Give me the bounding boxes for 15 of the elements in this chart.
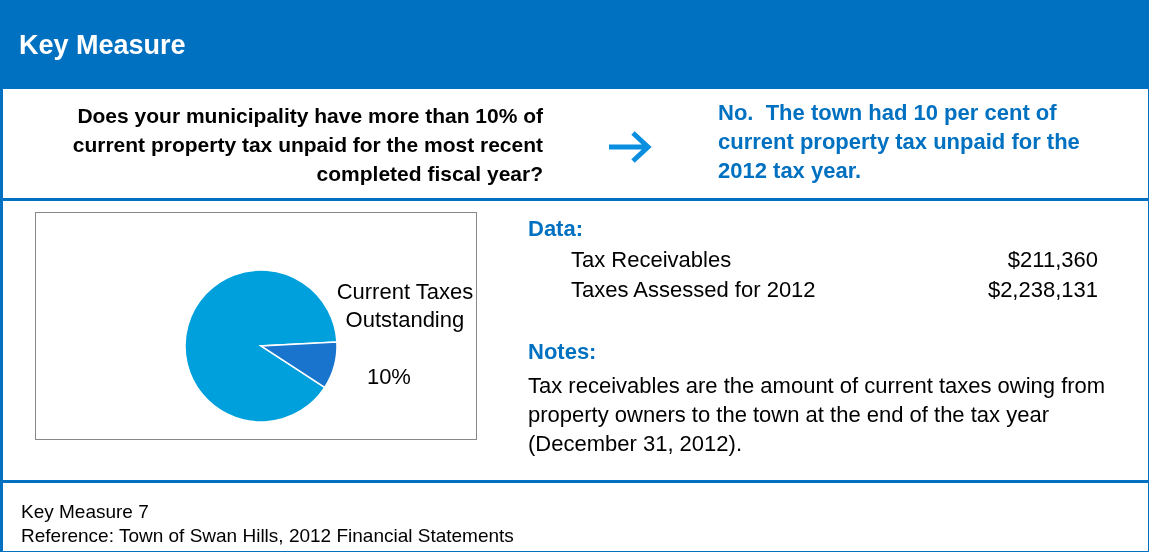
text: Taxes Assessed for 2012 xyxy=(571,277,816,303)
text: Reference: Town of Swan Hills, 2012 Financial Statements xyxy=(21,525,514,547)
text: $211,360 xyxy=(1006,247,1098,273)
text: Key Measure 7 xyxy=(21,501,149,523)
data-label: 10% xyxy=(366,364,411,390)
slice-label: Current Taxes Outstanding xyxy=(336,279,474,333)
text: $2,238,131 xyxy=(986,277,1098,303)
text: Tax Receivables xyxy=(571,247,732,273)
text: Tax receivables are the amount of current taxes owing from property owners to the town at the end of the tax year (December 31, 2012). xyxy=(528,372,1107,458)
text: No. The town had 10 per cent of current property tax unpaid for the 2012 tax year. xyxy=(718,99,1081,185)
text: Does your municipality have more than 10% of current property tax unpaid for the most recent completed fiscal year? xyxy=(71,103,543,187)
chart-title: Key Measure xyxy=(3,1,1148,89)
text: Data: xyxy=(528,216,584,242)
text: Notes: xyxy=(528,339,597,365)
pie-slice xyxy=(184,269,338,423)
